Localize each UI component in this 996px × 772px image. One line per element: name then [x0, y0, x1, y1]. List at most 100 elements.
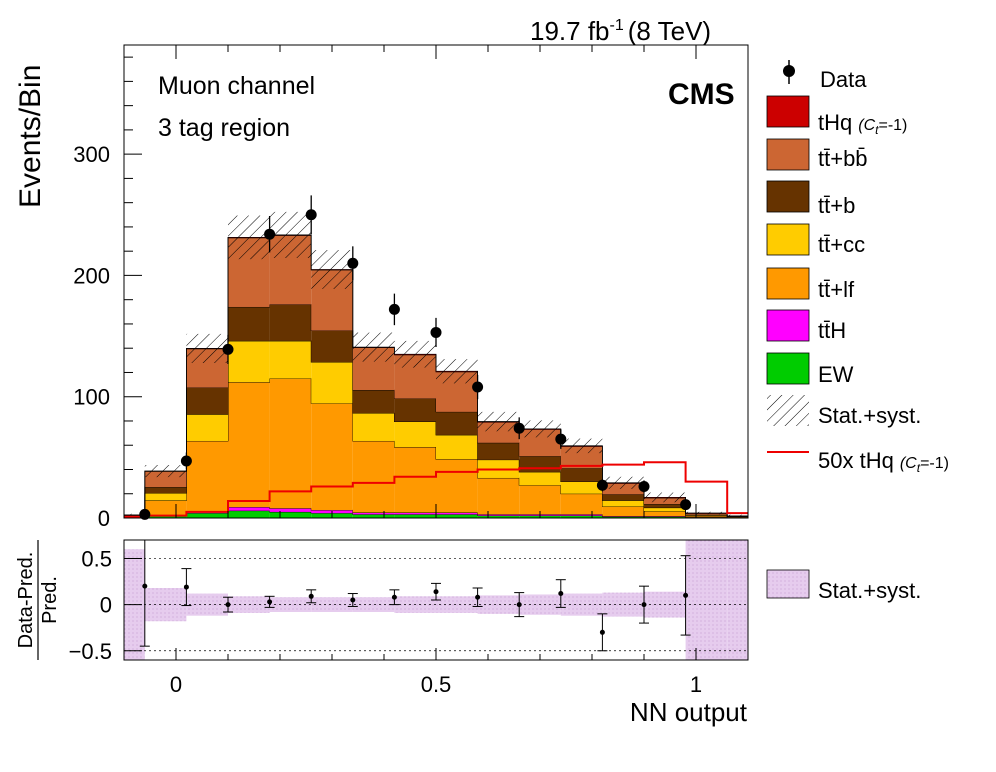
- data-point-13: [680, 499, 692, 511]
- legend-ew-label: EW: [818, 362, 854, 387]
- bar-tth-4: [269, 508, 312, 512]
- ratio-y-tick-label: −0.5: [69, 639, 112, 664]
- bar-ttlf-4: [269, 378, 312, 509]
- legend-tth-swatch: [766, 309, 810, 342]
- ratio-point-5: [350, 597, 356, 603]
- bar-ttb-10: [519, 456, 561, 472]
- bar-tth-9: [477, 514, 520, 516]
- bar-tth-3: [228, 507, 270, 511]
- data-point-6: [388, 303, 400, 315]
- data-point-0: [139, 508, 151, 520]
- bar-ttlf-2: [186, 440, 228, 512]
- legend-entry-ttb: tt̄+b: [766, 180, 855, 218]
- bar-ttcc-3: [228, 340, 270, 383]
- bar-tth-6: [352, 512, 395, 515]
- y-tick-label-0: 0: [98, 506, 110, 531]
- ratio-point-13: [683, 592, 689, 598]
- data-point-5: [347, 257, 359, 269]
- ratio-band-12: [602, 592, 644, 617]
- legend-ttb-label: tt̄+b: [818, 193, 855, 218]
- ratio-band-15: [727, 540, 748, 660]
- data-point-9: [513, 422, 525, 434]
- bar-ttlf-14: [685, 515, 728, 518]
- legend-entry-unc: Stat.+syst.: [767, 395, 921, 428]
- legend-thq-label: tHq (Ct=-1): [818, 110, 907, 137]
- unc-band-3: [228, 215, 270, 260]
- legend-unc-label: Stat.+syst.: [818, 403, 921, 428]
- ratio-band-2: [186, 593, 228, 616]
- ratio-point-4: [308, 593, 314, 599]
- data-point-7: [430, 326, 442, 338]
- legend-entry-thq: tHq (Ct=-1): [766, 95, 907, 137]
- legend-signal-label: 50x tHq (Ct=-1): [818, 448, 949, 475]
- unc-band-7: [394, 340, 436, 368]
- ratio-y-tick-label: 0.5: [81, 546, 112, 571]
- ratio-y-label-den: Pred.: [39, 576, 61, 624]
- bar-ttb-7: [394, 398, 436, 422]
- bar-ttcc-5: [311, 362, 353, 404]
- ratio-point-12: [641, 602, 647, 608]
- bar-ttcc-1: [144, 493, 187, 501]
- bar-ew-12: [602, 516, 644, 518]
- bar-ttb-11: [560, 468, 603, 482]
- bar-ttcc-12: [602, 500, 644, 507]
- ratio-band-6: [352, 597, 395, 612]
- bar-ttcc-10: [519, 471, 561, 486]
- legend-ew-swatch: [766, 352, 810, 385]
- ratio-band-group: [124, 540, 748, 660]
- data-point-4: [305, 209, 317, 221]
- bar-tth-7: [394, 512, 436, 515]
- bar-ttlf-6: [352, 440, 395, 513]
- legend-ttbb-label: tt̄+bb̄: [818, 146, 868, 171]
- ratio-point-6: [391, 594, 397, 600]
- bar-ew-11: [560, 515, 603, 518]
- ratio-point-9: [516, 602, 522, 608]
- data-point-8: [472, 381, 484, 393]
- bar-ttlf-11: [560, 493, 603, 515]
- x-axis-label: NN output: [630, 697, 748, 727]
- ratio-point-2: [225, 602, 231, 608]
- legend-ratio-unc-swatch: [766, 569, 810, 599]
- bar-ttlf-10: [519, 485, 561, 515]
- bar-tth-8: [436, 512, 478, 515]
- legend-data-label: Data: [820, 67, 867, 92]
- unc-band-13: [644, 492, 686, 503]
- bar-ew-7: [394, 514, 436, 518]
- legend-entry-ew: EW: [766, 352, 854, 387]
- y-tick-label-100: 100: [73, 385, 110, 410]
- bar-ew-4: [269, 511, 312, 518]
- legend-entry-data: Data: [783, 60, 867, 92]
- bar-ttb-1: [144, 487, 187, 494]
- bar-ttcc-11: [560, 481, 603, 494]
- unc-band-12: [602, 476, 644, 489]
- unc-band-1: [144, 464, 187, 478]
- ratio-band-5: [311, 597, 353, 612]
- unc-band-9: [477, 411, 520, 432]
- unc-band-2: [186, 333, 228, 364]
- bar-tth-11: [560, 514, 603, 516]
- uncertainty-band-group: [124, 211, 748, 518]
- unc-band-4: [269, 211, 312, 258]
- legend-unc-swatch: [767, 395, 809, 426]
- bar-ttlf-3: [228, 382, 270, 508]
- bar-ttb-6: [352, 390, 395, 414]
- signal-line: [124, 461, 748, 518]
- legend-entry-ratio-unc: Stat.+syst.: [766, 569, 921, 603]
- bar-ttcc-4: [269, 340, 312, 379]
- bar-ew-8: [436, 514, 478, 518]
- x-tick-label-0: 0: [170, 672, 182, 697]
- bar-ew-9: [477, 515, 520, 518]
- ratio-y-tick-label: 0: [100, 593, 112, 618]
- legend-ratio-unc-label: Stat.+syst.: [818, 578, 921, 603]
- ratio-y-label-num: Data-Pred.: [15, 552, 37, 649]
- unc-band-8: [436, 359, 478, 384]
- ratio-point-7: [433, 589, 439, 595]
- data-points-group: [139, 195, 692, 520]
- main-axes: 0 100 200 300: [73, 45, 749, 531]
- data-point-10: [555, 433, 567, 445]
- ratio-band-14: [685, 540, 728, 660]
- bar-ttlf-9: [477, 477, 520, 515]
- legend-ttb-swatch: [766, 180, 810, 213]
